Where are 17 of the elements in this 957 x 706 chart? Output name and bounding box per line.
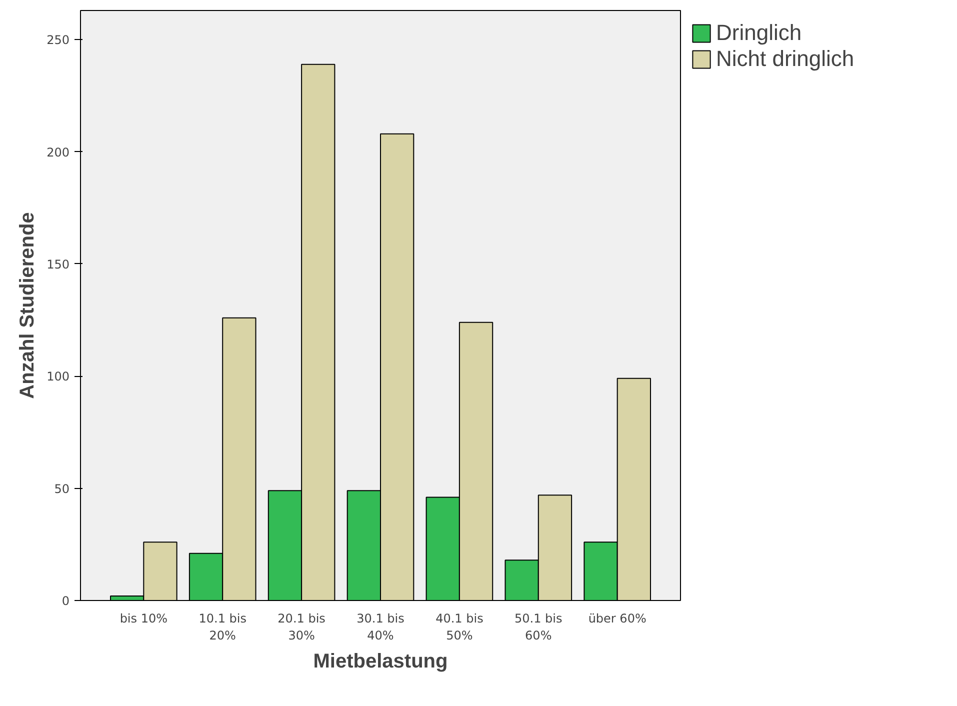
y-tick-label: 200: [46, 145, 70, 160]
y-axis-title: Anzahl Studierende: [16, 212, 39, 399]
y-tick-label: 0: [62, 594, 70, 608]
x-tick-label: 40.1 bis 50%: [436, 612, 484, 642]
y-tick-label: 100: [46, 370, 70, 384]
y-tick-label: 150: [46, 258, 70, 272]
x-tick-label: über 60%: [588, 612, 646, 626]
x-axis-title: Mietbelastung: [313, 650, 448, 672]
y-tick-label: 250: [46, 33, 70, 48]
x-tick-label: 50.1 bis 60%: [514, 612, 562, 642]
x-tick-label: 20.1 bis 30%: [278, 612, 326, 642]
x-tick-label: 30.1 bis 40%: [356, 612, 404, 642]
x-tick-label: bis 10%: [120, 612, 168, 626]
x-tick-label: 10.1 bis 20%: [198, 612, 246, 642]
y-tick-label: 50: [54, 482, 70, 496]
legend-label: Nicht dringlich: [716, 46, 854, 72]
legend-label: Dringlich: [716, 20, 802, 46]
